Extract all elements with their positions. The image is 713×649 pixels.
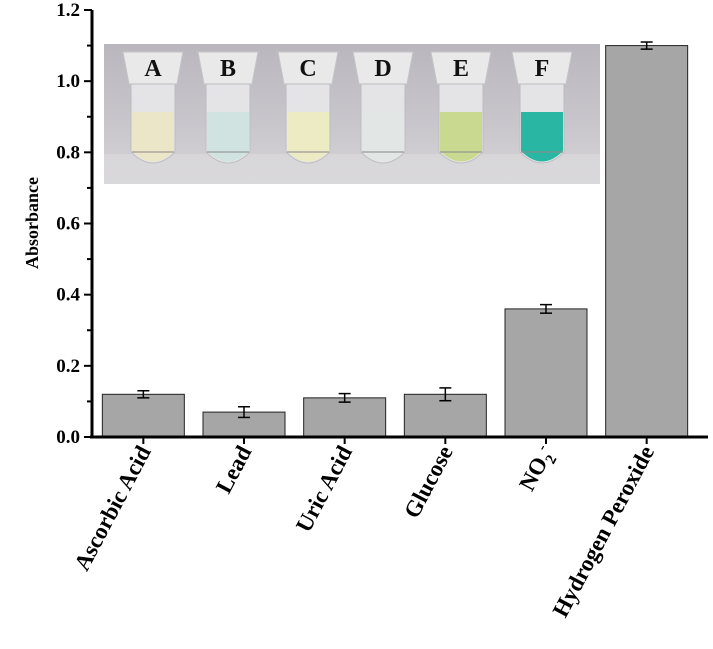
x-tick-label: Uric Acid	[291, 441, 357, 536]
error-bar	[540, 303, 552, 314]
tube-liquid	[207, 112, 249, 162]
y-tick-label: 0.8	[56, 142, 80, 163]
tube-label: E	[453, 56, 469, 82]
error-bar	[640, 41, 653, 50]
tube: C	[277, 51, 339, 164]
y-tick-label: 0.0	[56, 427, 80, 448]
y-tick-label: 1.2	[56, 0, 80, 21]
tube-liquid	[362, 112, 404, 162]
tube-label: D	[374, 56, 391, 82]
x-tick-label: Lead	[211, 441, 257, 497]
y-tick-label: 0.2	[56, 356, 80, 377]
tube: E	[430, 51, 492, 164]
x-tick-label: Glucose	[399, 442, 458, 523]
error-bar	[338, 392, 351, 403]
x-tick-label: Hydrogen Peroxide	[548, 442, 659, 622]
tube: B	[197, 51, 259, 164]
y-axis-label: Absorbance	[22, 177, 42, 269]
tube: F	[511, 51, 573, 164]
bar	[101, 393, 185, 438]
tube-label: F	[535, 56, 550, 82]
error-bar	[137, 389, 150, 399]
x-labels-group: Ascorbic Acid Lead Uric Acid Glucose NO2-Hyd…	[69, 437, 659, 621]
error-bar	[439, 387, 452, 402]
tube-label: A	[144, 56, 162, 82]
tube: A	[122, 51, 184, 164]
y-tick-label: 1.0	[56, 71, 80, 92]
tube-liquid	[132, 112, 174, 162]
x-tick-label: Ascorbic Acid	[69, 441, 156, 574]
bar	[303, 397, 387, 438]
tube-label: B	[220, 56, 236, 82]
tube-liquid	[440, 112, 482, 162]
bar	[504, 308, 588, 438]
y-tick-label: 0.6	[56, 214, 80, 235]
tube-liquid	[521, 112, 563, 162]
bars-group	[101, 41, 689, 438]
tube-liquid	[287, 112, 329, 162]
error-bar	[238, 406, 250, 419]
inset-photo: A B C D E F	[104, 44, 600, 184]
y-ticks-group: 0.0 0.2 0.4 0.6 0.8 1.0 1.2	[56, 0, 92, 448]
tube-label: C	[299, 56, 316, 82]
y-tick-label: 0.4	[56, 285, 80, 306]
tube: D	[352, 51, 414, 164]
bar	[605, 45, 689, 438]
x-tick-label: NO2-	[514, 442, 563, 498]
